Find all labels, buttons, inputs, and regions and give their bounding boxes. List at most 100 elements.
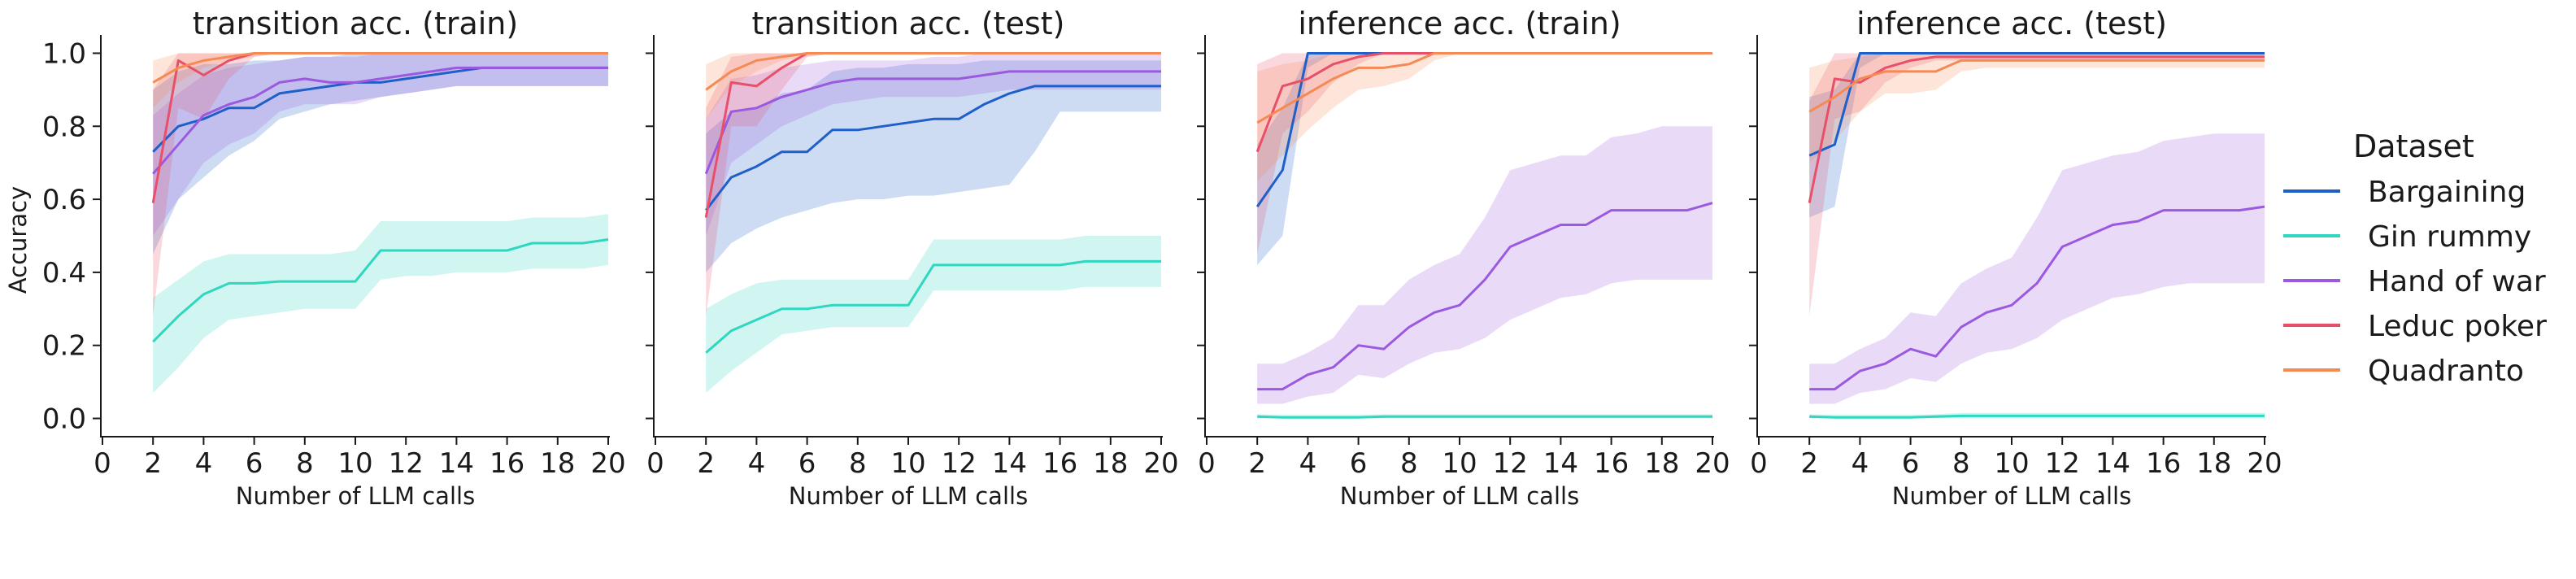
panel-4-band-leduc-poker	[1809, 53, 2265, 316]
legend-label-quadranto: Quadranto	[2368, 355, 2524, 388]
panel-3-x-tick-label: 2	[1248, 447, 1266, 480]
panel-1-x-tick-label: 20	[590, 447, 625, 480]
panel-4-line-gin-rummy	[1809, 414, 2265, 419]
panel-2-x-tick-label: 6	[798, 447, 816, 480]
y-tick-label: 0.0	[42, 403, 86, 436]
panel-3-x-axis-label: Number of LLM calls	[1340, 482, 1579, 510]
panel-2-x-axis-label: Number of LLM calls	[789, 482, 1028, 510]
panel-1-x-tick-label: 18	[540, 447, 575, 480]
panel-4-line-hand-of-war	[1809, 205, 2265, 391]
panel-2-x-tick-label: 12	[942, 447, 977, 480]
panel-4-x-tick-label: 16	[2146, 447, 2181, 480]
legend-label-leduc-poker: Leduc poker	[2368, 310, 2547, 343]
panel-2-x-tick-label: 14	[992, 447, 1027, 480]
panel-4-x-tick-label: 20	[2247, 447, 2282, 480]
panel-3-line-gin-rummy	[1257, 415, 1712, 419]
legend-title: Dataset	[2353, 128, 2474, 164]
panel-4-x-tick-label: 6	[1902, 447, 1920, 480]
panel-2-title: transition acc. (test)	[752, 6, 1065, 41]
y-tick-label: 0.6	[42, 184, 86, 216]
panel-1-band-leduc-poker	[153, 53, 608, 316]
panel-2-x-tick-label: 2	[697, 447, 715, 480]
panel-1-x-tick-label: 6	[246, 447, 263, 480]
panel-1-band-gin-rummy	[153, 214, 608, 394]
y-tick-label: 0.8	[42, 111, 86, 143]
panel-2-line-gin-rummy	[705, 259, 1161, 354]
panel-3-x-tick-label: 14	[1543, 447, 1578, 480]
panel-4-x-tick-label: 10	[1994, 447, 2029, 480]
panel-4-band-quadranto	[1809, 53, 2265, 163]
panel-2-x-tick-label: 4	[748, 447, 766, 480]
panel-4-x-tick-label: 8	[1952, 447, 1970, 480]
panel-3-x-tick-label: 20	[1695, 447, 1730, 480]
panel-4-x-tick-label: 12	[2045, 447, 2080, 480]
panel-2-band-leduc-poker	[706, 53, 1161, 316]
panel-1-x-tick-label: 2	[144, 447, 162, 480]
panel-3-x-tick-label: 10	[1442, 447, 1477, 480]
y-tick-label: 1.0	[42, 37, 86, 70]
panel-2-band-hand-of-war	[706, 53, 1161, 236]
panel-4-x-tick-label: 14	[2095, 447, 2130, 480]
panel-3-band-quadranto	[1257, 53, 1712, 181]
panel-4-band-hand-of-war	[1809, 133, 2265, 404]
axes	[93, 35, 2266, 445]
panel-2-x-tick-label: 8	[849, 447, 867, 480]
panel-2-band-quadranto	[706, 53, 1161, 120]
panel-4-x-tick-label: 0	[1750, 447, 1768, 480]
panel-1-line-gin-rummy	[152, 238, 609, 343]
panel-1-x-tick-label: 4	[195, 447, 213, 480]
y-axis-label: Accuracy	[4, 186, 32, 294]
panel-1-x-tick-label: 12	[389, 447, 424, 480]
panel-1-band-hand-of-war	[153, 53, 608, 236]
panel-3-title: inference acc. (train)	[1298, 6, 1621, 41]
legend-label-gin-rummy: Gin rummy	[2368, 220, 2531, 254]
panel-2-line-bargaining	[705, 85, 1161, 211]
panel-1-line-hand-of-war	[152, 66, 608, 175]
series-lines	[151, 52, 2265, 419]
y-tick-label: 0.4	[42, 257, 86, 290]
legend-label-bargaining: Bargaining	[2368, 176, 2526, 209]
panel-3-x-tick-label: 6	[1350, 447, 1368, 480]
panel-1-band-bargaining	[153, 53, 608, 255]
confidence-bands	[153, 53, 2265, 419]
panel-3-band-hand-of-war	[1257, 126, 1712, 404]
panel-4-line-quadranto	[1808, 59, 2265, 113]
panel-4-x-tick-label: 4	[1852, 447, 1869, 480]
panel-4-title: inference acc. (test)	[1856, 6, 2167, 41]
y-tick-label: 0.2	[42, 330, 86, 363]
panel-2-line-hand-of-war	[704, 70, 1161, 175]
panel-1-x-tick-label: 14	[439, 447, 474, 480]
panel-2-x-tick-label: 10	[890, 447, 925, 480]
panel-3-x-tick-label: 4	[1299, 447, 1317, 480]
panel-4-x-tick-label: 2	[1800, 447, 1818, 480]
panel-3-line-hand-of-war	[1257, 202, 1713, 391]
panel-3-x-tick-label: 16	[1594, 447, 1629, 480]
panel-3-x-tick-label: 18	[1644, 447, 1679, 480]
panel-2-x-tick-label: 18	[1093, 447, 1128, 480]
panel-1-x-tick-label: 10	[337, 447, 372, 480]
panel-1-x-tick-label: 16	[490, 447, 524, 480]
panel-3-x-tick-label: 8	[1400, 447, 1418, 480]
panel-1-x-axis-label: Number of LLM calls	[236, 482, 475, 510]
panel-2-x-tick-label: 16	[1042, 447, 1077, 480]
panel-1-title: transition acc. (train)	[193, 6, 518, 41]
panel-1-x-tick-label: 8	[296, 447, 314, 480]
panel-4-line-bargaining	[1808, 52, 2265, 157]
panel-2-band-bargaining	[706, 60, 1161, 272]
panel-2-x-tick-label: 20	[1143, 447, 1178, 480]
legend-label-hand-of-war: Hand of war	[2368, 265, 2546, 298]
panel-4-line-leduc-poker	[1808, 55, 2265, 203]
panel-1-line-quadranto	[152, 52, 608, 84]
panel-2-line-quadranto	[705, 52, 1161, 91]
chart-text: Accuracy transition acc. (train)0 2 4 6 8 10 1…	[4, 6, 2282, 510]
panel-1-x-tick-label: 0	[94, 447, 111, 480]
panel-4-x-tick-label: 18	[2196, 447, 2231, 480]
panel-2-band-gin-rummy	[706, 236, 1161, 394]
panel-3-x-tick-label: 12	[1493, 447, 1528, 480]
panel-2-x-tick-label: 0	[646, 447, 664, 480]
legend: Dataset Bargaining Gin rummy Hand of war Le…	[2283, 128, 2547, 388]
panel-3-x-tick-label: 0	[1198, 447, 1216, 480]
panel-3-line-quadranto	[1256, 52, 1712, 124]
panel-1-band-quadranto	[153, 53, 608, 108]
